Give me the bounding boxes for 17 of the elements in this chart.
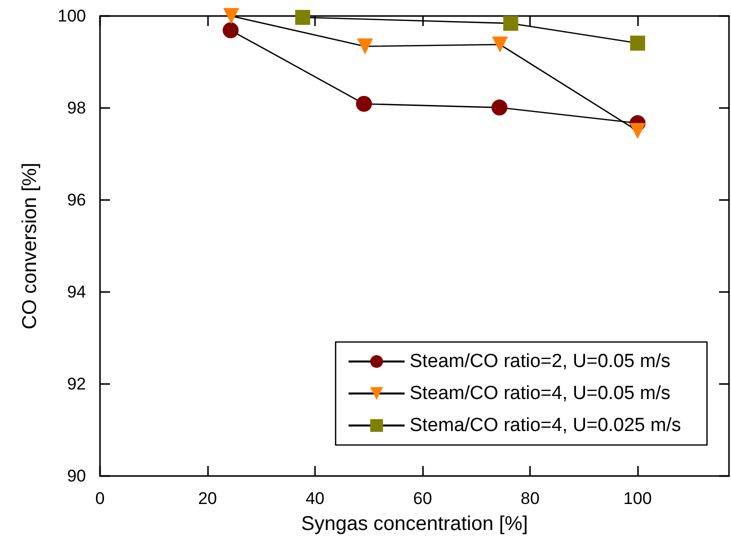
x-tick-label: 80 bbox=[520, 489, 540, 508]
x-tick-label: 60 bbox=[413, 489, 432, 508]
x-tick-label: 20 bbox=[198, 489, 217, 508]
y-tick-label: 100 bbox=[58, 6, 86, 26]
x-axis-title: Syngas concentration [%] bbox=[301, 513, 528, 535]
legend-label: Steam/CO ratio=4, U=0.05 m/s bbox=[410, 383, 670, 404]
legend-label: Steam/CO ratio=2, U=0.05 m/s bbox=[410, 351, 670, 372]
y-tick-label: 92 bbox=[67, 374, 86, 394]
y-tick-label: 98 bbox=[67, 98, 86, 118]
x-tick-label: 0 bbox=[95, 489, 105, 508]
y-tick-label: 90 bbox=[67, 466, 86, 486]
y-tick-label: 94 bbox=[67, 282, 86, 302]
y-tick-label: 96 bbox=[67, 190, 86, 210]
x-tick-label: 100 bbox=[623, 489, 652, 508]
x-tick-label: 40 bbox=[306, 489, 325, 508]
y-axis-title: CO conversion [%] bbox=[19, 162, 41, 330]
legend-label: Stema/CO ratio=4, U=0.025 m/s bbox=[410, 415, 682, 436]
